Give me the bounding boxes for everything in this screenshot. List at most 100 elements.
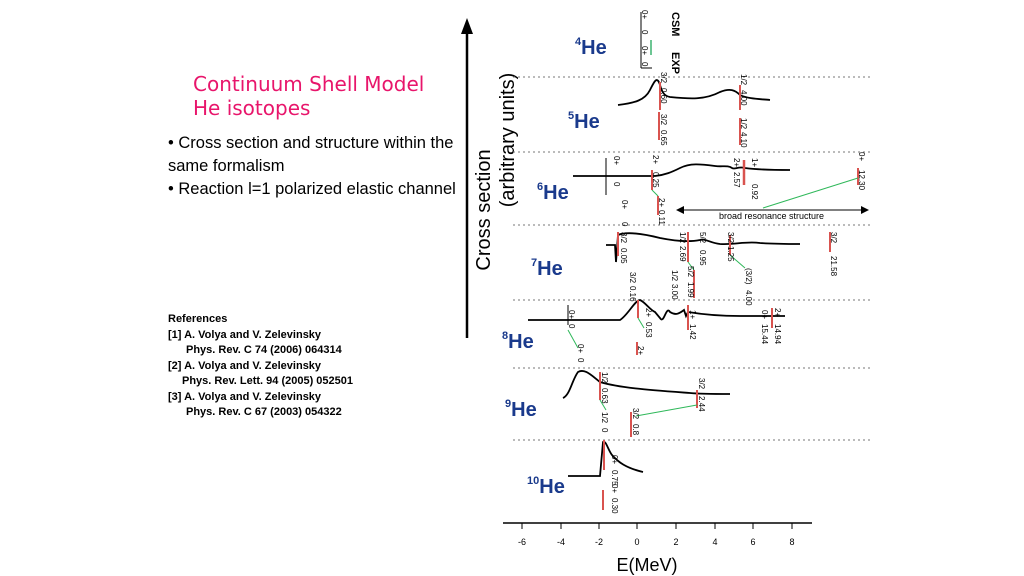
level-label: 0.60 <box>659 88 668 104</box>
reference-journal: Phys. Rev. C 74 (2006) 064314 <box>186 344 342 356</box>
level-label: 15.44 <box>760 324 769 345</box>
level-label: (3/2) <box>744 268 753 285</box>
level-label: 0.16 <box>628 286 637 302</box>
isotope-label-he7: 7He <box>531 257 563 280</box>
level-label: 2.57 <box>732 172 741 188</box>
level-label: 1/2 <box>600 412 609 424</box>
level-label: 3/2 <box>659 114 668 126</box>
level-label: 0.75 <box>610 470 619 486</box>
level-label: 0.65 <box>659 130 668 146</box>
level-label: 4.00 <box>739 90 748 106</box>
level-label: 0 <box>640 30 649 35</box>
level-label: 0.8 <box>631 424 640 436</box>
x-tick-label: -6 <box>518 537 526 547</box>
level-label: 0.30 <box>610 498 619 514</box>
bullet-item: • Reaction l=1 polarized elastic channel <box>168 180 456 198</box>
reference-authors: [1] A. Volya and V. Zelevinsky <box>168 328 322 341</box>
level-label: 2+ <box>651 155 660 164</box>
cross-section-curve-he10 <box>568 440 644 477</box>
row-separators <box>513 76 870 441</box>
cross-section-curve-he8 <box>528 299 785 321</box>
level-label: 3/2 <box>631 408 640 420</box>
level-label: 2+ <box>732 158 741 167</box>
cross-section-curve-he6 <box>573 163 791 177</box>
level-label: 3/2 <box>726 232 735 244</box>
level-label: 2+ <box>636 346 645 355</box>
level-label: 1/2 <box>678 232 687 244</box>
level-label: 5/2 <box>686 266 695 278</box>
level-label: 1.25 <box>726 246 735 262</box>
level-label: 0 <box>600 428 609 433</box>
x-tick-label: 8 <box>789 537 794 547</box>
level-label: 0.53 <box>644 322 653 338</box>
level-label: 0 <box>620 222 629 227</box>
isotope-label-he6: 6He <box>537 181 569 204</box>
x-axis-label: E(MeV) <box>616 555 677 575</box>
level-label: 1+ <box>750 158 759 167</box>
level-label: 3/2 <box>619 232 628 244</box>
level-label: 0+ <box>576 344 585 353</box>
level-label: 2+ <box>644 308 653 317</box>
references: References [1] A. Volya and V. Zelevinsk… <box>168 312 468 421</box>
y-axis-arrowhead <box>461 18 473 34</box>
broad-resonance-label: broad resonance structure <box>719 211 824 221</box>
level-label: 12.30 <box>857 170 866 191</box>
level-label: 0+ <box>857 152 866 161</box>
level-label: 2+ <box>657 198 666 207</box>
level-label: 0 <box>640 62 649 67</box>
y-axis-label-line2: (arbitrary units) <box>497 73 519 207</box>
level-label: 0.05 <box>619 248 628 264</box>
slide-title-line2: He isotopes <box>193 96 311 120</box>
isotope-label-he10: 10He <box>527 475 565 498</box>
level-label: 5/2 <box>698 232 707 244</box>
slide-title: Continuum Shell Model He isotopes <box>193 72 453 120</box>
level-label: 0 <box>576 358 585 363</box>
column-header-exp: EXP <box>669 52 681 74</box>
level-label: 0+ <box>640 10 649 19</box>
level-label: 1/2 <box>600 372 609 384</box>
level-label: 3/2 <box>697 378 706 390</box>
isotope-label-he5: 5He <box>568 110 600 133</box>
level-label: 1.99 <box>686 282 695 298</box>
bullet-item: • Cross section and structure within the… <box>168 134 454 175</box>
reference-authors: [3] A. Volya and V. Zelevinsky <box>168 390 322 403</box>
level-label: 0+ <box>640 46 649 55</box>
level-label: 4.00 <box>744 290 753 306</box>
x-tick-label: 6 <box>750 537 755 547</box>
level-label: 2.44 <box>697 396 706 412</box>
level-label: 1/2 <box>739 118 748 130</box>
cross-section-curve-he7 <box>606 232 801 263</box>
level-label: 21.58 <box>829 256 838 277</box>
level-label: 0.95 <box>698 250 707 266</box>
x-tick-label: 0 <box>634 537 639 547</box>
references-heading: References <box>168 313 228 325</box>
level-label: 3/2 <box>659 72 668 84</box>
x-tick-label: -2 <box>595 537 603 547</box>
level-label: 3/2 <box>829 232 838 244</box>
level-label: 3/2 <box>628 272 637 284</box>
level-label: 0+ <box>610 455 619 464</box>
level-label: 3.00 <box>670 284 679 300</box>
level-label: 0+ <box>612 156 621 165</box>
reference-journal: Phys. Rev. C 67 (2003) 054322 <box>186 406 342 418</box>
level-label: 1+ <box>688 310 697 319</box>
level-label: 2.69 <box>678 246 687 262</box>
level-label: 0.25 <box>651 172 660 188</box>
level-label: 0+ <box>760 310 769 319</box>
level-label: 0 <box>567 324 576 329</box>
level-label: 0+ <box>610 484 619 493</box>
level-label: 1/2 <box>670 270 679 282</box>
column-header-csm: CSM <box>669 12 681 36</box>
level-label: 0.11 <box>657 210 666 226</box>
x-tick-label: 4 <box>712 537 717 547</box>
slide-title-line1: Continuum Shell Model <box>193 72 425 96</box>
level-label: 1/2 <box>739 74 748 86</box>
level-label: 0+ <box>620 200 629 209</box>
level-label: 2+ <box>773 308 782 317</box>
level-label: 0 <box>612 182 621 187</box>
isotope-label-he8: 8He <box>502 330 534 353</box>
level-label: 0+ <box>567 310 576 319</box>
bullet-list: • Cross section and structure within the… <box>168 132 458 201</box>
isotope-label-he9: 9He <box>505 398 537 421</box>
